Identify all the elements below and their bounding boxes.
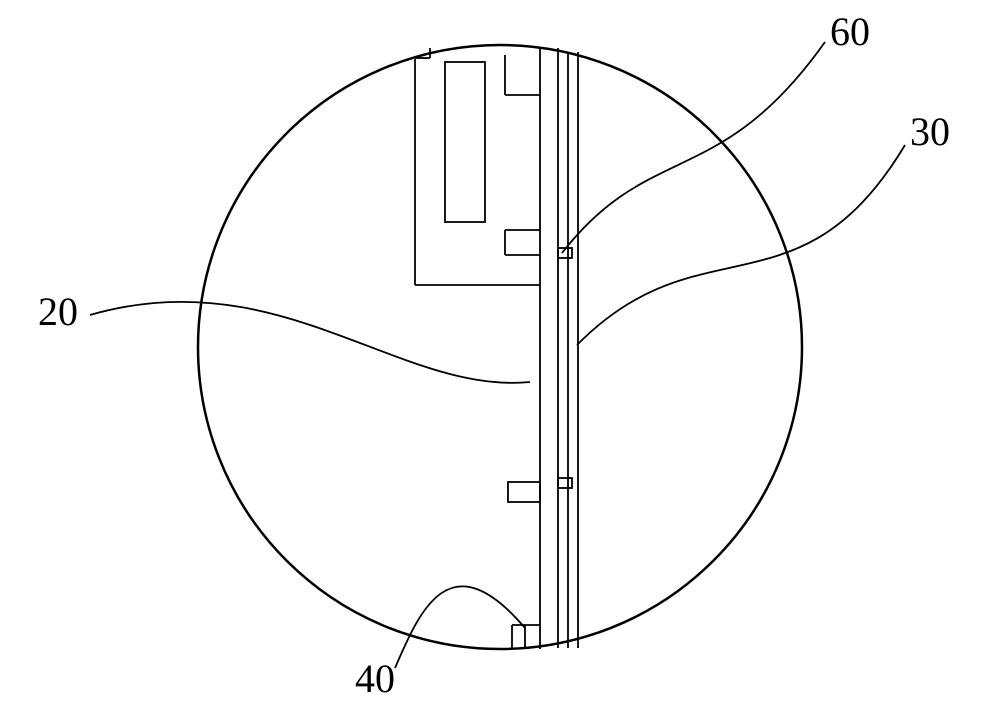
label-30: 30 [910,108,950,155]
leader-30 [577,145,905,345]
technical-diagram: 60 30 20 40 [0,0,1000,694]
bottom-bracket [508,482,540,648]
label-40: 40 [355,655,395,702]
leader-60 [562,42,825,253]
leader-20 [90,302,530,383]
vertical-assembly [415,47,578,649]
detail-circle [198,45,802,649]
leader-lines [90,42,905,668]
top-bracket [415,48,540,285]
label-60: 60 [830,8,870,55]
leader-40 [395,586,525,668]
diagram-svg [0,0,1000,694]
label-20: 20 [38,288,78,335]
